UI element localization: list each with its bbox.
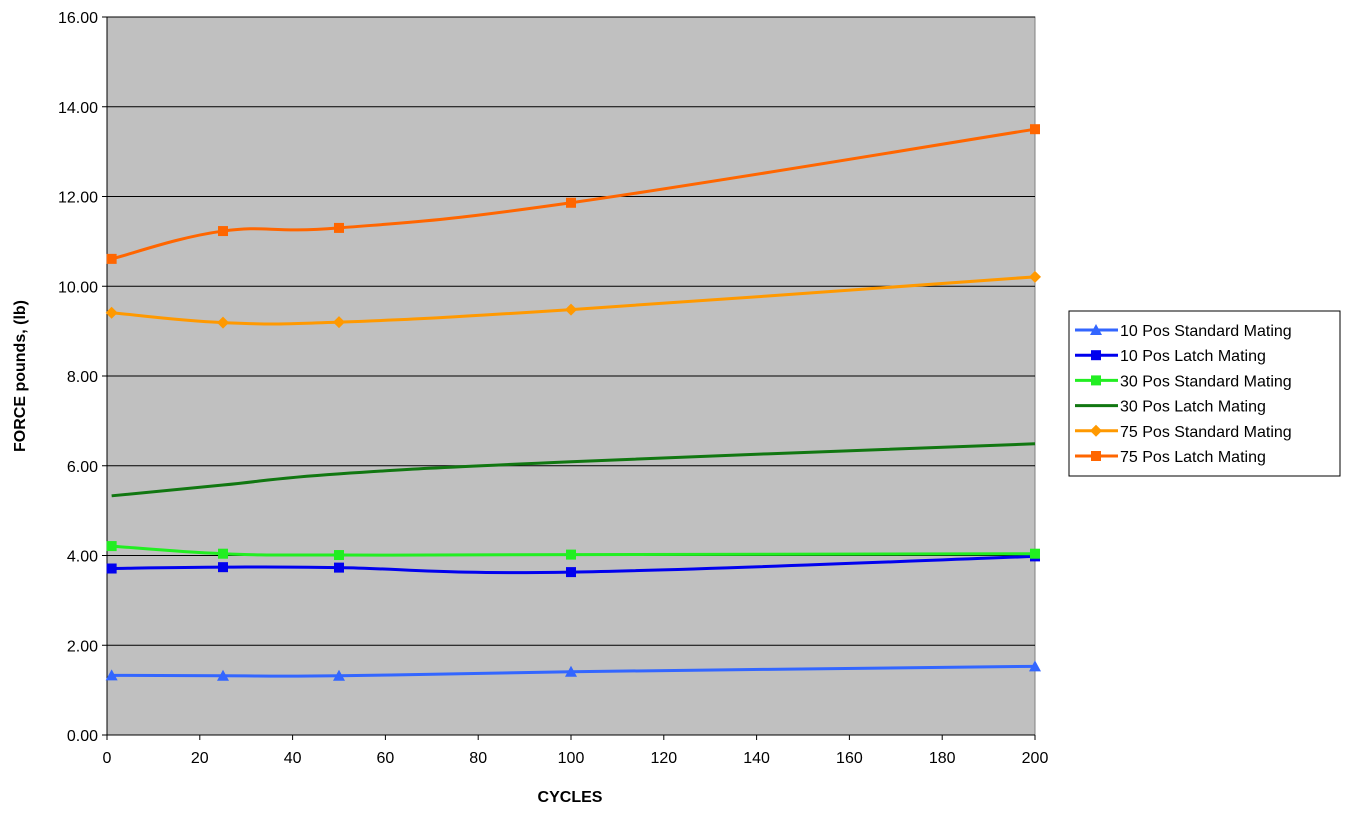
legend-label: 75 Pos Standard Mating xyxy=(1120,424,1292,441)
data-point xyxy=(1030,548,1040,559)
legend-marker xyxy=(1091,375,1101,386)
legend-label: 30 Pos Latch Mating xyxy=(1120,399,1266,416)
y-tick-label: 2.00 xyxy=(67,638,98,655)
data-point xyxy=(566,197,576,208)
x-tick-label: 160 xyxy=(836,750,863,767)
data-point xyxy=(218,548,228,559)
series-line xyxy=(111,544,1036,557)
data-point xyxy=(566,549,576,560)
data-point xyxy=(217,669,229,681)
y-tick-label: 0.00 xyxy=(67,728,98,745)
legend-label: 75 Pos Latch Mating xyxy=(1120,449,1266,466)
series-markers xyxy=(105,124,1041,681)
data-point xyxy=(334,550,344,561)
y-tick-label: 16.00 xyxy=(58,10,98,27)
legend-label: 30 Pos Standard Mating xyxy=(1120,373,1292,390)
x-tick-label: 120 xyxy=(650,750,677,767)
data-point xyxy=(106,563,117,574)
legend-box xyxy=(1068,310,1341,477)
y-tick-label: 6.00 xyxy=(67,459,98,476)
x-tick-label: 80 xyxy=(469,750,487,767)
series-line xyxy=(111,275,1036,326)
data-point xyxy=(333,669,345,681)
x-tick-label: 20 xyxy=(191,750,209,767)
data-point xyxy=(106,541,117,552)
data-point xyxy=(105,306,118,319)
data-point xyxy=(105,669,118,681)
data-point xyxy=(333,316,345,329)
y-tick-labels: 0.00 2.00 4.00 6.00 8.00 10.00 12.00 14.00 16.00 xyxy=(58,10,98,745)
x-axis-title: CYCLES xyxy=(538,789,603,806)
data-point xyxy=(565,303,577,316)
y-tick-label: 14.00 xyxy=(58,100,98,117)
y-tick-label: 4.00 xyxy=(67,549,98,566)
x-tick-label: 140 xyxy=(743,750,770,767)
legend-label: 10 Pos Latch Mating xyxy=(1120,348,1266,365)
x-tick-label: 60 xyxy=(377,750,395,767)
y-tick-label: 10.00 xyxy=(58,279,98,296)
data-point xyxy=(217,316,229,329)
y-tick-label: 12.00 xyxy=(58,190,98,207)
legend-label: 10 Pos Standard Mating xyxy=(1120,323,1292,340)
legend-marker xyxy=(1091,350,1101,361)
series-lines xyxy=(111,127,1036,678)
legend-marker xyxy=(1091,451,1101,461)
data-point xyxy=(1029,660,1041,672)
data-point xyxy=(106,253,117,264)
y-axis-title: FORCE pounds, (lb) xyxy=(12,300,29,452)
data-point xyxy=(218,562,228,573)
y-tick-label: 8.00 xyxy=(67,369,98,386)
series-line xyxy=(111,554,1036,575)
legend-marker xyxy=(1090,424,1102,437)
legend: 10 Pos Standard Mating 10 Pos Latch Matin… xyxy=(1068,310,1341,477)
x-tick-labels: 0 20 40 60 80 100 120 140 160 180 200 xyxy=(103,750,1049,767)
data-point xyxy=(334,562,344,573)
series-line xyxy=(111,664,1036,678)
data-point xyxy=(1029,270,1041,283)
x-tick-label: 0 xyxy=(103,750,112,767)
data-point xyxy=(565,665,577,677)
axes xyxy=(102,16,1036,740)
x-tick-label: 180 xyxy=(929,750,956,767)
data-point xyxy=(218,226,228,237)
data-point xyxy=(566,567,576,578)
legend-marker xyxy=(1090,324,1102,335)
x-tick-label: 200 xyxy=(1022,750,1049,767)
x-tick-label: 100 xyxy=(558,750,585,767)
x-tick-label: 40 xyxy=(284,750,302,767)
data-point xyxy=(334,222,344,233)
series-line xyxy=(111,127,1036,261)
series-line xyxy=(111,442,1036,498)
data-point xyxy=(1030,124,1040,135)
